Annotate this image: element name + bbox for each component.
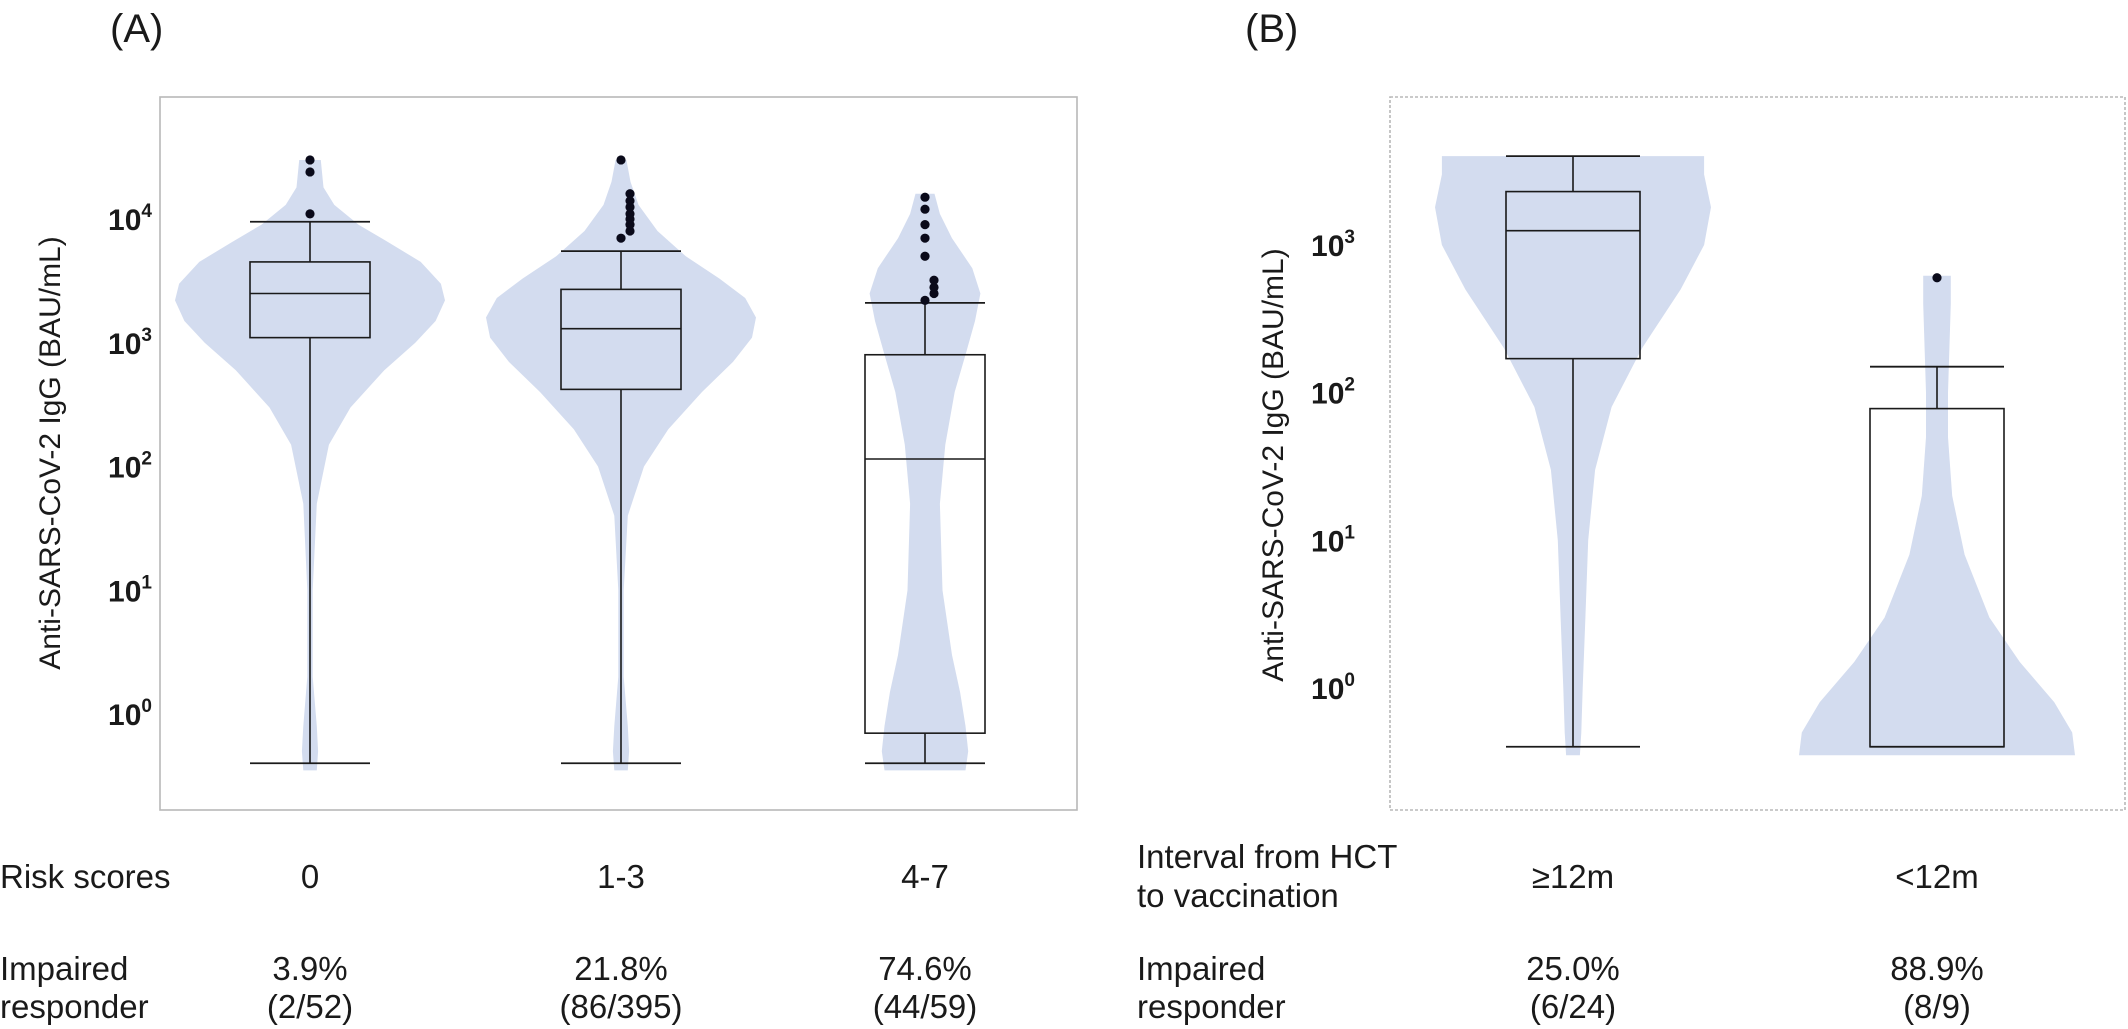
panel-a-table: Risk scores Impaired responder 0 3.9%(2/5… [0, 858, 977, 1025]
panel-b-group-label-0: ≥12m [1532, 858, 1614, 895]
panel-a-impaired-pct-0: 3.9% [272, 950, 347, 987]
panel-a-violin-2 [869, 193, 981, 771]
panel-a-outlier-1-0 [616, 233, 626, 243]
panel-a-outlier-1-6 [625, 196, 635, 206]
panel-a-group-label-0: 0 [301, 858, 319, 895]
panel-b-y-tick-label-2: 102 [1311, 375, 1355, 411]
panel-b-y-axis-label: Anti-SARS-CoV-2 IgG (BAU/mL) [1257, 248, 1290, 681]
panel-b-impaired-pct-0: 25.0% [1526, 950, 1620, 987]
panel-a-impaired-count-0: (2/52) [267, 988, 353, 1025]
panel-a-outlier-2-3 [929, 275, 939, 285]
panel-b-violin-1 [1799, 275, 2075, 756]
impaired-responder-label-line1: Impaired [0, 950, 128, 987]
panel-b-impaired-pct-1: 88.9% [1890, 950, 1984, 987]
panel-b-table: Interval from HCT to vaccination Impaire… [1137, 838, 1984, 1025]
panel-a-outlier-0-1 [305, 167, 315, 177]
panel-b-impaired-count-1: (8/9) [1903, 988, 1971, 1025]
panel-b-plot-frame [1389, 96, 2126, 811]
panel-a-marks: 100 101 102 103 104 [108, 155, 986, 771]
panel-b-y-tick-label-1: 101 [1311, 522, 1355, 558]
panel-a-box-0 [249, 261, 371, 339]
panel-b-impaired-count-0: (6/24) [1530, 988, 1616, 1025]
panel-b-outlier-1-0 [1932, 273, 1942, 283]
panel-a-outlier-2-0 [920, 295, 930, 305]
panel-b-box-0 [1505, 190, 1641, 360]
impaired-responder-b-label-line2: responder [1137, 988, 1286, 1025]
panel-a-impaired-pct-1: 21.8% [574, 950, 668, 987]
panel-a-outlier-2-7 [920, 204, 930, 214]
impaired-responder-b-label-line1: Impaired [1137, 950, 1265, 987]
panel-b: (B) Anti-SARS-CoV-2 IgG (BAU/mL) 1001011… [1245, 7, 2126, 811]
panel-b-group-label-1: <12m [1895, 858, 1978, 895]
panel-a-impaired-count-2: (44/59) [873, 988, 978, 1025]
panel-a-table-values: 0 3.9%(2/52) 1-3 21.8%(86/395) 4-7 74.6%(44/5… [267, 858, 977, 1025]
panel-a-y-tick-label-0: 100 [108, 696, 152, 732]
panel-a-outlier-1-8 [616, 155, 626, 165]
interval-label-line1: Interval from HCT [1137, 838, 1397, 875]
panel-a-y-tick-label-4: 104 [108, 201, 152, 237]
panel-a-group-label-1: 1-3 [597, 858, 645, 895]
panel-a-outlier-2-2 [929, 282, 939, 293]
panel-a-plot-frame [159, 96, 1078, 811]
panel-a-impaired-count-1: (86/395) [560, 988, 683, 1025]
panel-a-outlier-0-2 [305, 155, 315, 165]
panel-a-outlier-0-0 [305, 209, 315, 219]
panel-b-table-values: ≥12m 25.0%(6/24) <12m 88.9%(8/9) [1526, 858, 1984, 1025]
panel-b-marks: 100 101 102 103 [1311, 155, 2075, 756]
panel-a-impaired-pct-2: 74.6% [878, 950, 972, 987]
panel-b-y-tick-label-0: 100 [1311, 670, 1355, 706]
panel-a-y-axis-label: Anti-SARS-CoV-2 IgG (BAU/mL) [34, 236, 67, 669]
panel-a-outlier-2-5 [920, 233, 930, 243]
panel-a-y-tick-label-2: 102 [108, 449, 152, 485]
panel-a: (A) Anti-SARS-CoV-2 IgG (BAU/mL) 1001011… [34, 7, 1078, 811]
panel-a-outlier-2-6 [920, 220, 930, 230]
risk-scores-label: Risk scores [0, 858, 171, 895]
panel-a-outlier-1-4 [625, 209, 635, 219]
interval-label-line2: to vaccination [1137, 877, 1339, 914]
impaired-responder-label-line2: responder [0, 988, 149, 1025]
panel-a-y-tick-label-3: 103 [108, 325, 152, 361]
panel-a-label: (A) [110, 7, 163, 51]
panel-b-y-tick-label-3: 103 [1311, 227, 1355, 263]
panel-a-box-2 [864, 353, 986, 734]
panel-b-label: (B) [1245, 7, 1298, 51]
panel-a-outlier-2-8 [920, 192, 930, 202]
panel-a-outlier-1-1 [625, 226, 635, 236]
panel-a-outlier-2-4 [920, 251, 930, 261]
panel-a-group-label-2: 4-7 [901, 858, 949, 895]
panel-a-y-tick-label-1: 101 [108, 572, 152, 608]
panel-a-outlier-1-7 [625, 189, 635, 199]
panel-a-box-1 [560, 288, 682, 391]
